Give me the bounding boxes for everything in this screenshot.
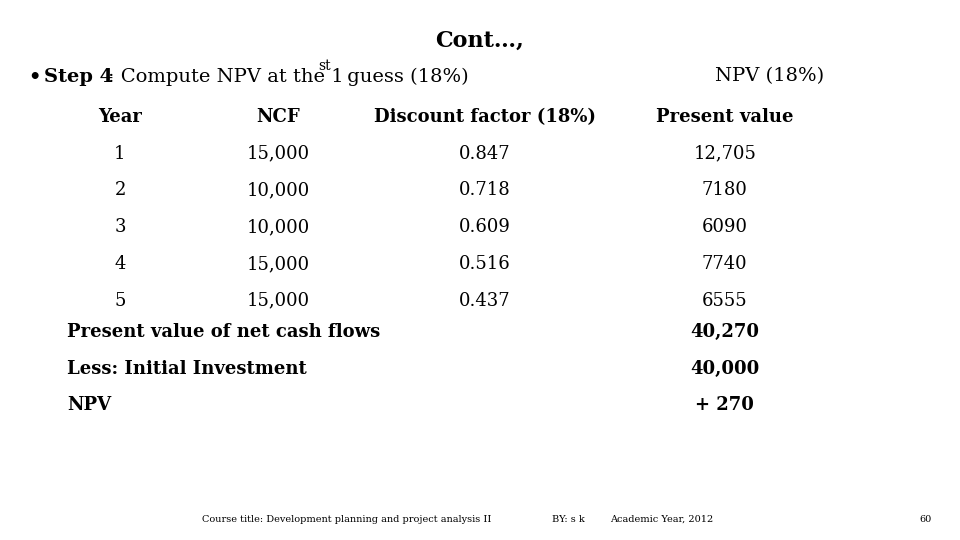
Text: 1: 1 xyxy=(114,145,126,163)
Text: 7180: 7180 xyxy=(702,181,748,199)
Text: NPV (18%): NPV (18%) xyxy=(715,68,825,85)
Text: : Compute NPV at the 1: : Compute NPV at the 1 xyxy=(108,68,344,85)
Text: 40,270: 40,270 xyxy=(690,323,759,341)
Text: 0.437: 0.437 xyxy=(459,292,511,309)
Text: Academic Year, 2012: Academic Year, 2012 xyxy=(610,515,713,524)
Text: 15,000: 15,000 xyxy=(247,292,310,309)
Text: 0.847: 0.847 xyxy=(459,145,511,163)
Text: 6555: 6555 xyxy=(702,292,748,309)
Text: Present value of net cash flows: Present value of net cash flows xyxy=(67,323,380,341)
Text: 10,000: 10,000 xyxy=(247,181,310,199)
Text: 5: 5 xyxy=(114,292,126,309)
Text: 0.516: 0.516 xyxy=(459,255,511,273)
Text: 6090: 6090 xyxy=(702,218,748,236)
Text: 40,000: 40,000 xyxy=(690,360,759,377)
Text: 2: 2 xyxy=(114,181,126,199)
Text: Less: Initial Investment: Less: Initial Investment xyxy=(67,360,307,377)
Text: 0.609: 0.609 xyxy=(459,218,511,236)
Text: 10,000: 10,000 xyxy=(247,218,310,236)
Text: BY: s k: BY: s k xyxy=(552,515,585,524)
Text: Discount factor (18%): Discount factor (18%) xyxy=(373,108,596,126)
Text: 15,000: 15,000 xyxy=(247,255,310,273)
Text: guess (18%): guess (18%) xyxy=(341,68,468,86)
Text: 15,000: 15,000 xyxy=(247,145,310,163)
Text: st: st xyxy=(318,59,330,73)
Text: Year: Year xyxy=(98,108,142,126)
Text: 7740: 7740 xyxy=(702,255,748,273)
Text: 60: 60 xyxy=(919,515,931,524)
Text: 12,705: 12,705 xyxy=(693,145,756,163)
Text: 3: 3 xyxy=(114,218,126,236)
Text: Cont…,: Cont…, xyxy=(436,30,524,52)
Text: Step 4: Step 4 xyxy=(44,68,113,85)
Text: Course title: Development planning and project analysis II: Course title: Development planning and p… xyxy=(202,515,491,524)
Text: NPV: NPV xyxy=(67,396,111,414)
Text: + 270: + 270 xyxy=(695,396,755,414)
Text: 0.718: 0.718 xyxy=(459,181,511,199)
Text: NCF: NCF xyxy=(256,108,300,126)
Text: •: • xyxy=(29,68,48,85)
Text: 4: 4 xyxy=(114,255,126,273)
Text: Present value: Present value xyxy=(656,108,794,126)
